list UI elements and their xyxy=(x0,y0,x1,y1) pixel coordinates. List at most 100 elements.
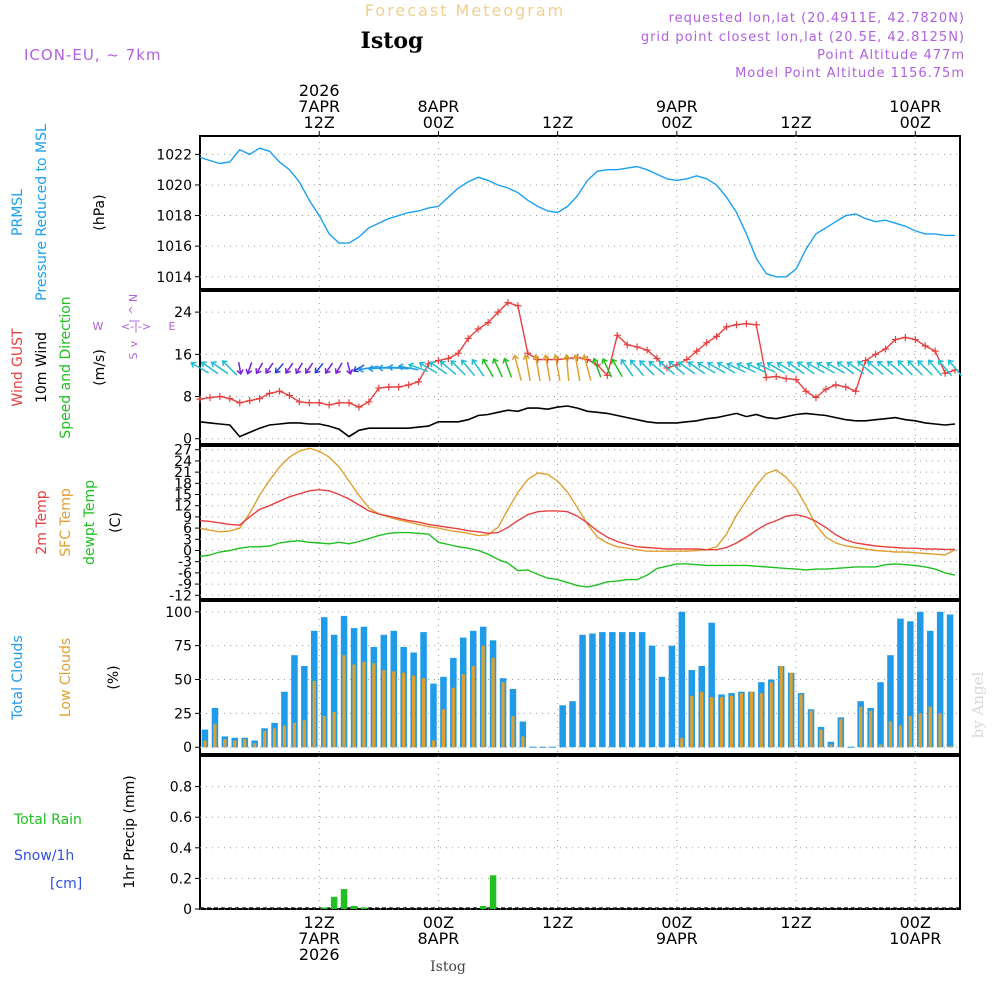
cloud-total-bar xyxy=(579,634,586,748)
pressure-panel: 1014 1016 1018 1020 1022 xyxy=(156,135,961,290)
bottom-time-label: 12Z xyxy=(780,913,811,932)
wind-direction-arrow xyxy=(304,362,314,374)
wind-direction-arrow-shape xyxy=(352,364,365,373)
wind-gust-marker xyxy=(881,345,889,353)
cloud-total-bar xyxy=(668,645,676,748)
wind-direction-arrow-shape xyxy=(314,362,324,374)
cloud-total-bar xyxy=(609,632,616,748)
cloud-total-bar xyxy=(917,611,924,748)
wind-direction-arrow-shape xyxy=(816,361,835,374)
wind-direction-arrow xyxy=(471,358,485,377)
wind-gust-marker xyxy=(335,399,343,407)
wind-direction-arrow-shape xyxy=(716,361,736,374)
cloud-low-bar xyxy=(382,670,386,748)
cloud-low-bar xyxy=(203,740,207,748)
gridpoint-location: grid point closest lon,lat (20.5E, 42.81… xyxy=(641,30,965,45)
wind-gust-marker xyxy=(703,339,711,347)
wind-direction-arrow xyxy=(836,361,855,375)
temp-ytick-label: -3 xyxy=(178,555,192,571)
clouds-ytick-label: 25 xyxy=(174,706,192,722)
temp-axis-label: (C) xyxy=(108,512,124,533)
wind-direction-arrow-shape xyxy=(620,358,634,377)
bottom-time-label: 7APR xyxy=(298,929,340,948)
wind-direction-arrow-shape xyxy=(591,357,602,378)
wind-panel: 0 8 16 24 xyxy=(174,290,963,448)
wind-gust-marker xyxy=(921,342,929,350)
requested-location: requested lon,lat (20.4911E, 42.7820N) xyxy=(669,11,965,26)
wind-ytick-label: 0 xyxy=(183,432,192,448)
wind-gust-marker xyxy=(742,320,750,328)
wind-gust-marker xyxy=(325,401,333,409)
bottom-time-label: 2026 xyxy=(299,945,340,964)
cloud-total-bar xyxy=(619,632,626,748)
cloud-low-bar xyxy=(690,695,694,748)
wind-direction-arrow-shape xyxy=(886,360,904,376)
wind-gust-marker xyxy=(196,395,204,403)
cloud-low-bar xyxy=(809,710,813,748)
wind-direction-arrow xyxy=(786,361,805,375)
wind-direction-arrow-shape xyxy=(687,361,706,375)
cloud-low-bar xyxy=(312,680,316,748)
wind-direction-arrow-shape xyxy=(304,362,314,374)
cloud-low-bar xyxy=(759,693,763,748)
wind-direction-arrow xyxy=(796,361,815,375)
clouds-panel: 0 25 50 75 100 xyxy=(165,600,961,756)
wind-direction-arrow xyxy=(668,360,686,376)
wind-direction-arrow xyxy=(346,362,354,376)
wind-gust-marker xyxy=(862,357,870,365)
temp-ytick-label: 18 xyxy=(174,476,192,492)
cloud-low-bar xyxy=(282,725,286,748)
wind-gust-marker xyxy=(504,299,512,307)
cloud-low-bar xyxy=(402,672,406,748)
cloud-total-bar xyxy=(907,621,914,748)
wind-axis-label: Wind GUST xyxy=(10,328,26,407)
bottom-time-label: 12Z xyxy=(304,913,335,932)
cloud-low-bar xyxy=(908,716,912,748)
wind-direction-arrow-shape xyxy=(897,360,913,376)
temp-2m-line xyxy=(199,488,955,551)
top-time-label: 9APR xyxy=(656,97,698,116)
precip-rain-bar xyxy=(360,907,368,909)
precip-rain-bar xyxy=(479,905,487,909)
wind-gust-marker xyxy=(315,399,323,407)
wind-gust-marker xyxy=(842,383,850,391)
footer-place-name: Istog xyxy=(430,959,466,975)
cloud-total-bar xyxy=(946,614,954,748)
wind-direction-arrow-shape xyxy=(295,362,303,375)
cloud-low-bar xyxy=(362,661,366,748)
wind-direction-arrow-shape xyxy=(866,360,884,376)
wind-gust-marker xyxy=(643,346,651,354)
wind-gust-marker xyxy=(444,355,452,363)
cloud-low-bar xyxy=(888,721,892,748)
wind-direction-arrow-shape xyxy=(439,360,457,376)
wind-direction-arrow-shape xyxy=(696,361,716,374)
wind-direction-arrow xyxy=(552,353,561,381)
wind-gust-marker xyxy=(355,403,363,411)
wind-gust-marker xyxy=(484,319,492,327)
wind-direction-arrow-shape xyxy=(450,360,466,376)
wind-direction-arrow xyxy=(265,362,274,374)
wind-direction-arrow-shape xyxy=(756,362,776,373)
temp-frame xyxy=(199,445,961,600)
wind-gust-marker xyxy=(822,385,830,393)
bottom-time-label: 8APR xyxy=(417,929,459,948)
wind-direction-arrow-shape xyxy=(927,359,943,377)
cloud-total-bar xyxy=(628,632,636,748)
temp-ytick-label: -6 xyxy=(178,566,192,582)
compass-ns-glyph: N xyxy=(127,294,140,302)
cloud-low-bar xyxy=(441,709,445,748)
wind-gust-marker xyxy=(613,331,621,339)
cloud-total-bar xyxy=(589,633,596,748)
wind-direction-arrow-shape xyxy=(572,353,581,381)
bottom-time-label: 9APR xyxy=(656,929,698,948)
wind-direction-arrow-shape xyxy=(190,361,210,374)
wind-direction-arrow-shape xyxy=(947,359,963,377)
wind-gust-marker xyxy=(295,398,303,406)
wind-direction-arrow xyxy=(334,362,343,375)
wind-direction-arrow xyxy=(190,361,210,374)
cloud-total-bar xyxy=(897,618,904,748)
pressure-axis-label: PRMSL xyxy=(10,189,26,236)
wind-gust-marker xyxy=(723,323,731,331)
